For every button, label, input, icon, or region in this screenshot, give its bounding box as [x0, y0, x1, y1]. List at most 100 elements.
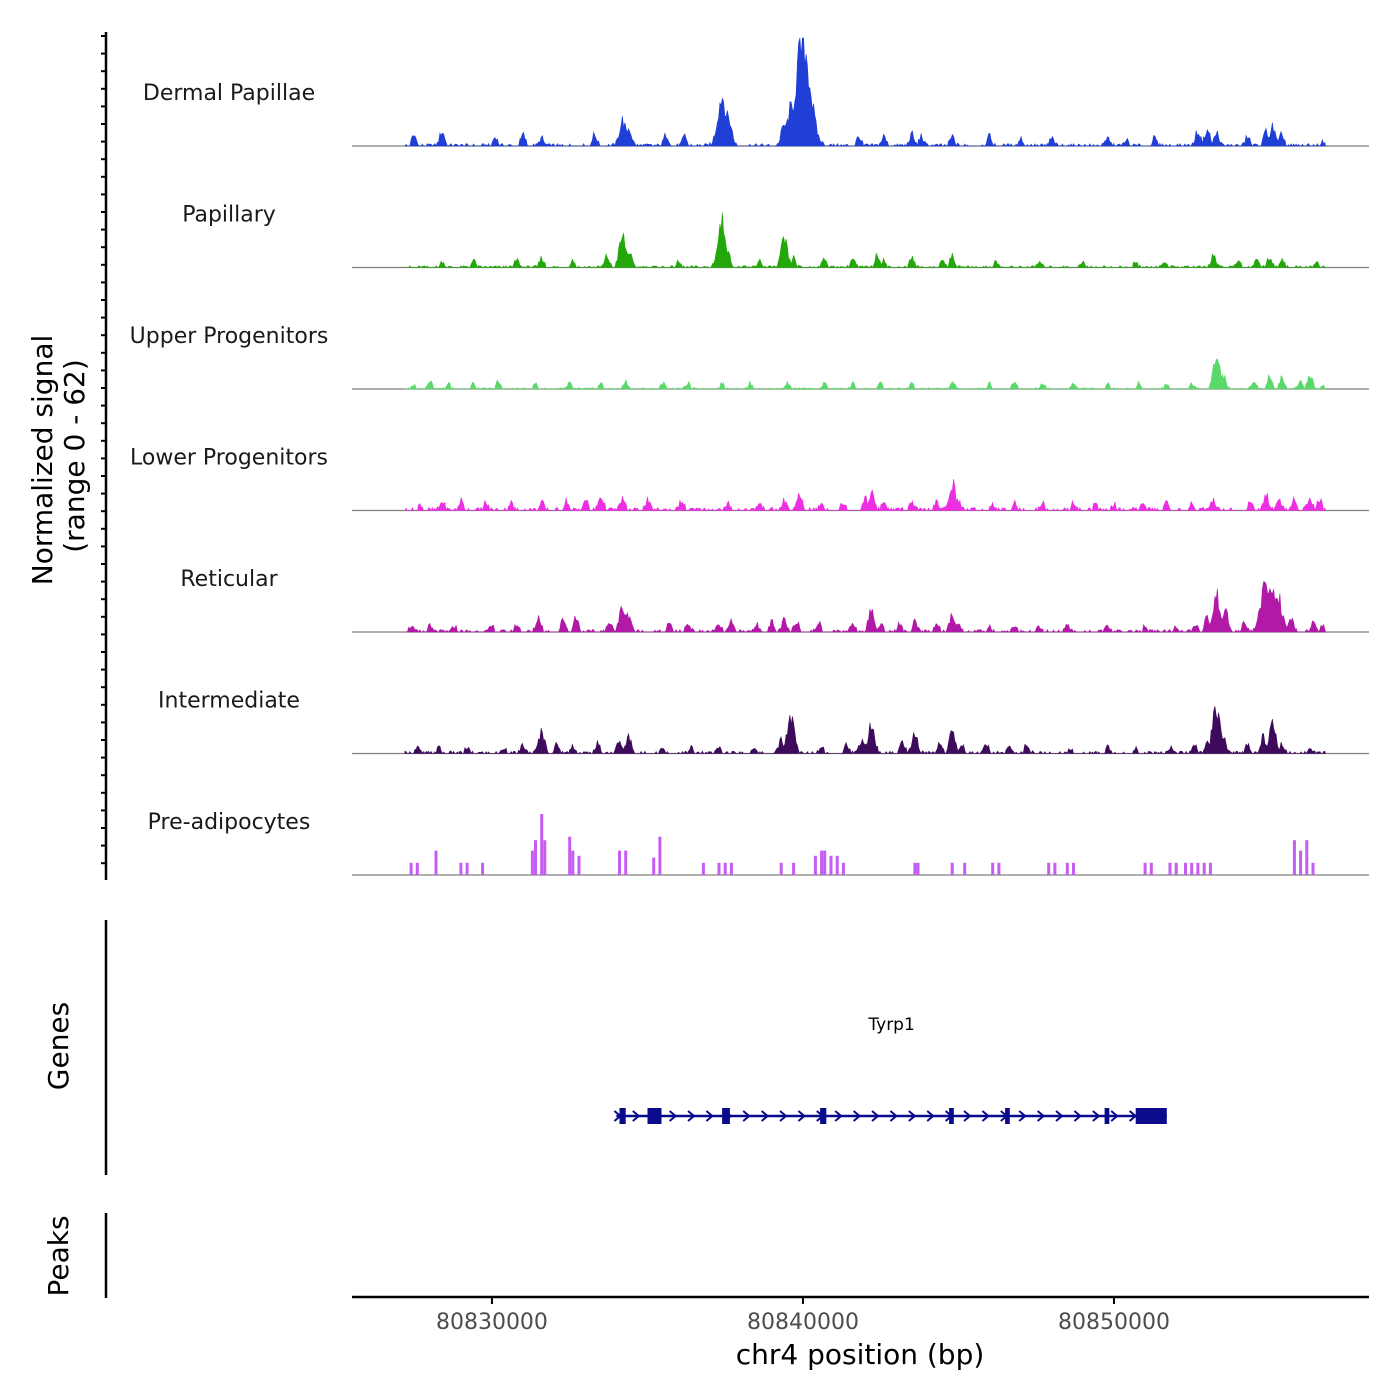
signal-bar — [530, 850, 534, 875]
signal-bar — [950, 862, 954, 875]
signal-bar — [409, 862, 413, 875]
x-tick-label: 80830000 — [436, 1310, 548, 1335]
signal-bar — [991, 862, 995, 875]
signal-bar — [1168, 862, 1172, 875]
signal-bar — [1053, 862, 1057, 875]
signal-bar — [1311, 862, 1315, 875]
signal-bar — [1149, 862, 1153, 875]
signal-bar — [1292, 840, 1296, 875]
strand-arrow — [908, 1110, 917, 1122]
signal-bar — [1174, 862, 1178, 875]
strand-arrow — [1073, 1110, 1082, 1122]
signal-bar — [1299, 850, 1303, 875]
signal-area — [404, 358, 1326, 390]
strand-arrow — [705, 1110, 714, 1122]
track-label: Upper Progenitors — [130, 324, 329, 349]
signal-bar — [1184, 862, 1187, 875]
signal-bar — [820, 850, 824, 875]
track-label: Reticular — [180, 567, 278, 592]
genes-panel: Genes Tyrp1 — [42, 920, 1167, 1175]
signal-bar — [729, 862, 733, 875]
x-axis: 80830000 80840000 80850000 chr4 position (… — [352, 1295, 1369, 1371]
x-tick-label: 80840000 — [747, 1310, 859, 1335]
track-label: Lower Progenitors — [130, 446, 328, 471]
strand-arrow — [668, 1110, 678, 1122]
signal-area — [404, 212, 1326, 269]
signal-bar — [913, 862, 917, 875]
signal-bar — [916, 862, 920, 875]
strand-arrow — [1055, 1110, 1064, 1122]
strand-arrow — [1128, 1110, 1138, 1122]
peaks-panel: Peaks — [42, 1213, 108, 1298]
signal-bar — [577, 855, 581, 875]
signal-tracks: Dermal Papillae Papillary Upper Progenitor… — [130, 37, 1369, 876]
signal-bar — [1305, 840, 1309, 875]
signal-bar — [1190, 862, 1194, 875]
strand-arrow — [871, 1110, 880, 1122]
signal-bar — [1143, 862, 1147, 875]
signal-bar — [1208, 862, 1212, 875]
signal-bar — [835, 855, 839, 875]
strand-arrow — [926, 1110, 935, 1122]
y-axis-title-line1: Normalized signal — [26, 335, 59, 586]
genes-panel-label: Genes — [42, 1002, 75, 1090]
strand-arrow — [981, 1110, 990, 1122]
signal-bar — [1072, 862, 1075, 875]
signal-bar — [717, 862, 721, 875]
signal-bar — [568, 836, 572, 875]
signal-bar — [723, 862, 727, 875]
signal-bar — [792, 862, 796, 875]
x-tick-label: 80850000 — [1058, 1310, 1170, 1335]
signal-area — [404, 706, 1326, 755]
signal-bar — [618, 850, 621, 875]
track: Intermediate — [158, 689, 1369, 755]
x-axis-ticks: 80830000 80840000 80850000 — [436, 1297, 1170, 1335]
track-label: Pre-adipocytes — [148, 810, 311, 835]
track-label: Dermal Papillae — [143, 81, 315, 106]
strand-arrow — [852, 1110, 862, 1122]
gene-model: Tyrp1 — [613, 1015, 1167, 1124]
signal-bar — [1065, 862, 1069, 875]
gene-exon — [1104, 1108, 1110, 1124]
signal-y-ticks — [101, 35, 106, 865]
signal-bar — [813, 855, 817, 875]
signal-bar — [434, 850, 438, 875]
track-label: Papillary — [182, 203, 276, 228]
gene-models: Tyrp1 — [613, 1015, 1167, 1124]
signal-bar — [841, 862, 845, 875]
strand-arrow — [889, 1110, 898, 1122]
gene-exon — [722, 1108, 730, 1124]
y-axis-title-line2: (range 0 - 62) — [58, 359, 91, 553]
signal-bar — [997, 862, 1001, 875]
x-axis-title: chr4 position (bp) — [736, 1338, 985, 1371]
signal-bar — [540, 814, 544, 875]
signal-bar — [779, 862, 783, 875]
gene-exon — [949, 1108, 954, 1124]
strand-arrow — [760, 1110, 770, 1122]
gene-exon — [1005, 1108, 1010, 1124]
signal-bar — [701, 862, 705, 875]
signal-bar — [658, 836, 662, 875]
peaks-panel-label: Peaks — [42, 1215, 75, 1296]
gene-exon — [647, 1108, 662, 1124]
signal-bar — [652, 857, 656, 875]
signal-bar — [624, 850, 628, 875]
strand-arrow — [779, 1110, 788, 1122]
signal-bar — [1202, 862, 1206, 875]
track: Dermal Papillae — [143, 37, 1369, 147]
signal-y-axis — [101, 32, 108, 880]
track-label: Intermediate — [158, 689, 300, 714]
signal-bar — [829, 855, 833, 875]
strand-arrow — [963, 1110, 972, 1122]
gene-exon — [619, 1108, 626, 1124]
strand-arrow — [1110, 1110, 1119, 1122]
signal-area — [404, 581, 1326, 633]
signal-bar — [1047, 862, 1051, 875]
strand-arrow — [1092, 1110, 1101, 1122]
signal-bar — [534, 840, 537, 875]
strand-arrow — [1018, 1110, 1027, 1122]
signal-bar — [459, 862, 463, 875]
signal-bar — [465, 862, 469, 875]
strand-arrow — [742, 1110, 751, 1122]
strand-arrow — [687, 1110, 696, 1122]
